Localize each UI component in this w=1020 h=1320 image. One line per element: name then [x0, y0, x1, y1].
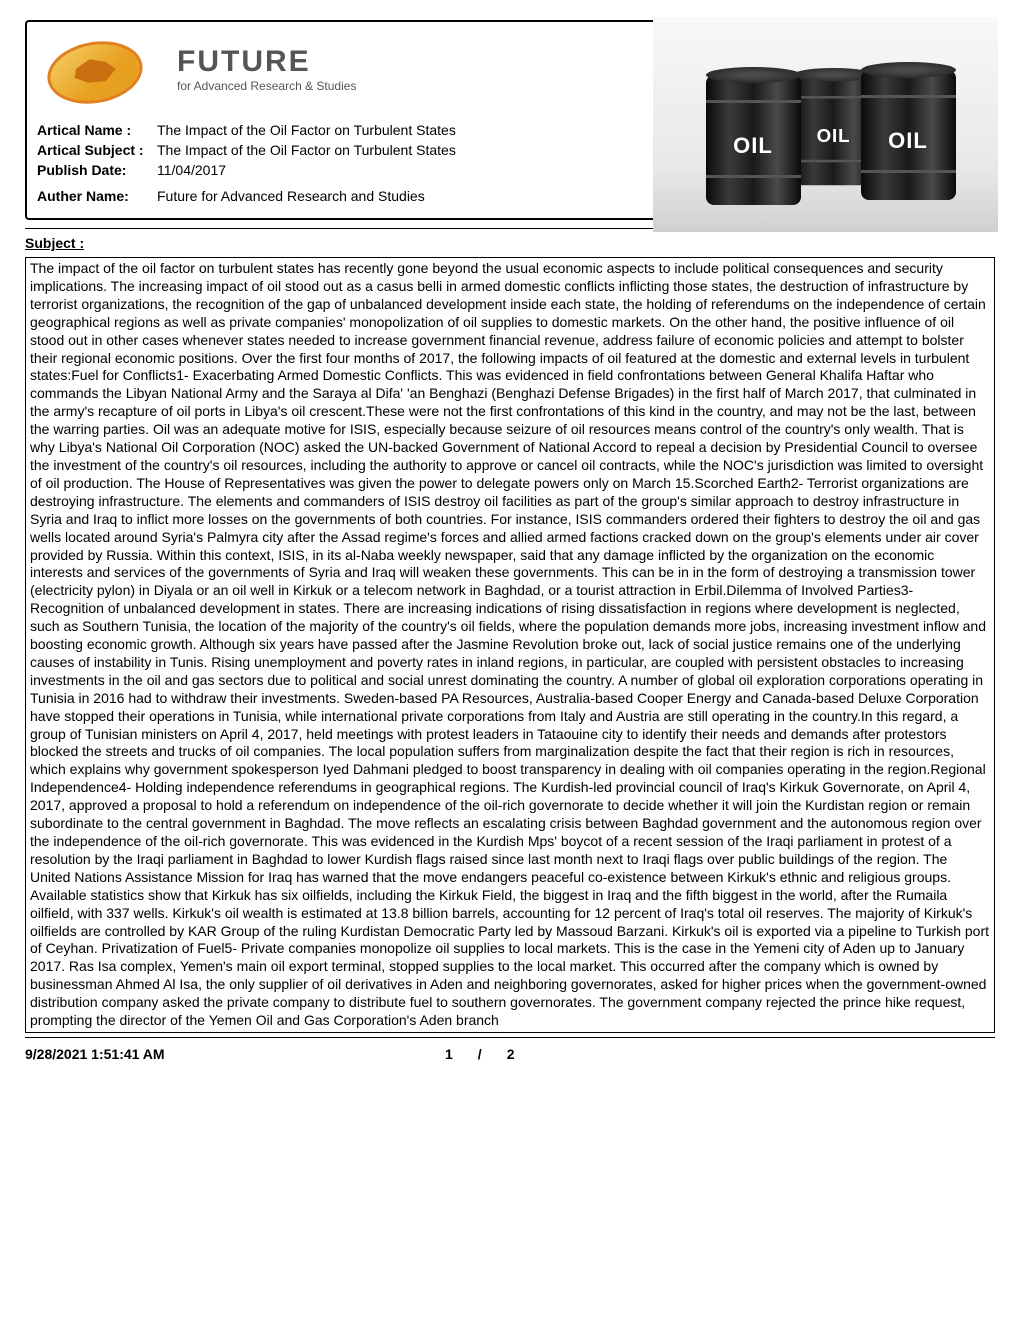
body-text: The impact of the oil factor on turbulen…	[25, 257, 995, 1033]
barrel-label: OIL	[733, 133, 773, 159]
barrel-label: OIL	[816, 124, 850, 146]
publish-date-value: 11/04/2017	[157, 162, 507, 178]
header-box: FUTURE for Advanced Research & Studies A…	[25, 20, 995, 220]
meta-row-article-name: Artical Name : The Impact of the Oil Fac…	[37, 122, 507, 138]
meta-row-article-subject: Artical Subject : The Impact of the Oil …	[37, 142, 507, 158]
header-left: FUTURE for Advanced Research & Studies A…	[37, 32, 507, 208]
logo-text: FUTURE for Advanced Research & Studies	[177, 47, 356, 93]
logo-globe-icon	[37, 32, 157, 107]
publish-date-label: Publish Date:	[37, 162, 157, 178]
logo-subtitle: for Advanced Research & Studies	[177, 79, 356, 93]
article-subject-value: The Impact of the Oil Factor on Turbulen…	[157, 142, 507, 158]
page-current: 1	[445, 1046, 453, 1062]
author-name-label: Auther Name:	[37, 188, 157, 204]
footer-pagination: 1 / 2	[445, 1046, 514, 1062]
article-name-label: Artical Name :	[37, 122, 157, 138]
globe-map	[62, 50, 127, 95]
logo-row: FUTURE for Advanced Research & Studies	[37, 32, 507, 107]
barrel-left: OIL	[706, 75, 801, 205]
page-container: FUTURE for Advanced Research & Studies A…	[0, 0, 1020, 1082]
article-subject-label: Artical Subject :	[37, 142, 157, 158]
header-image: OIL OIL OIL	[653, 17, 998, 232]
footer: 9/28/2021 1:51:41 AM 1 / 2	[25, 1037, 995, 1082]
subject-heading: Subject :	[25, 235, 995, 251]
meta-row-author-name: Auther Name: Future for Advanced Researc…	[37, 188, 507, 204]
meta-table: Artical Name : The Impact of the Oil Fac…	[37, 122, 507, 204]
author-name-value: Future for Advanced Research and Studies	[157, 188, 507, 204]
logo-title: FUTURE	[177, 47, 356, 77]
barrel-label: OIL	[888, 128, 928, 154]
barrel-right: OIL	[861, 70, 956, 200]
footer-timestamp: 9/28/2021 1:51:41 AM	[25, 1046, 445, 1062]
page-separator: /	[478, 1046, 482, 1062]
meta-row-publish-date: Publish Date: 11/04/2017	[37, 162, 507, 178]
oil-barrels-icon: OIL OIL OIL	[686, 40, 966, 210]
article-name-value: The Impact of the Oil Factor on Turbulen…	[157, 122, 507, 138]
globe-ellipse	[42, 34, 147, 111]
page-total: 2	[507, 1046, 515, 1062]
